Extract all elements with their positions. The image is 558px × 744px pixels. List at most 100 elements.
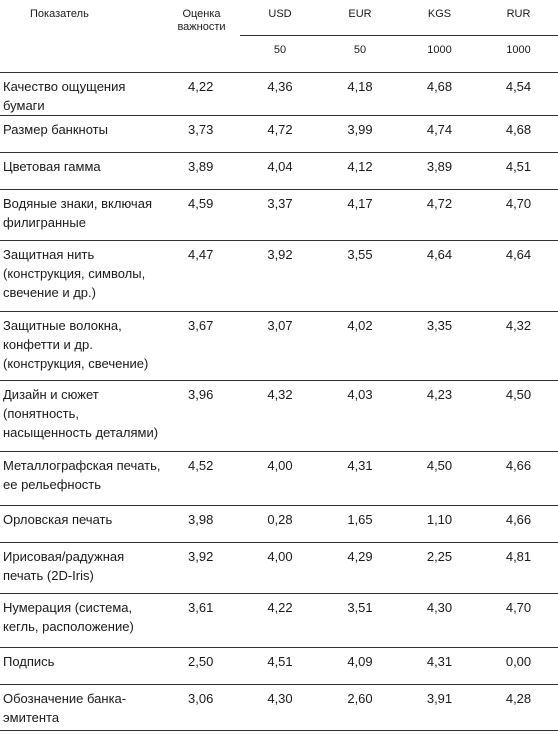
row-label: Обозначение банка-эмитента: [3, 690, 127, 725]
table-row: Нумерация (система, кегль, расположение)…: [0, 593, 558, 647]
eur-value: 4,29: [347, 548, 373, 564]
eur-value: 4,31: [347, 457, 373, 473]
rur-value: 0,00: [505, 653, 532, 669]
rur-value: 4,28: [505, 690, 532, 706]
importance-value: 3,98: [188, 511, 214, 527]
currency-header-eur: EUR: [320, 0, 400, 36]
eur-value: 1,65: [347, 511, 373, 527]
row-label: Подпись: [3, 653, 55, 669]
currency-header-rur: RUR: [479, 0, 558, 36]
currency-header-kgs: KGS: [400, 0, 479, 36]
rur-value: 4,81: [505, 548, 532, 564]
row-label: Защитные волокна, конфетти и др. (констр…: [3, 317, 149, 371]
usd-value: 3,92: [267, 246, 293, 262]
rur-value: 4,64: [505, 246, 532, 262]
kgs-value: 3,35: [426, 317, 453, 333]
eur-value: 3,99: [347, 121, 373, 137]
kgs-value: 4,30: [426, 599, 453, 615]
kgs-value: 3,89: [426, 158, 453, 174]
row-label: Орловская печать: [3, 511, 113, 527]
kgs-value: 3,91: [426, 690, 453, 706]
denomination-usd: 50: [240, 35, 320, 73]
usd-value: 4,00: [267, 548, 293, 564]
row-label: Нумерация (система, кегль, расположение): [3, 599, 134, 634]
table-row: Металлографская печать, ее рельефность 4,…: [0, 451, 558, 505]
table-body: Качество ощущения бумаги 4,22 4,36 4,18 4,68…: [0, 72, 558, 730]
eur-value: 2,60: [347, 690, 373, 706]
importance-value: 3,92: [188, 548, 214, 564]
table-row: Водяные знаки, включая филигранные 4,59 3,…: [0, 189, 558, 240]
rur-value: 4,50: [505, 386, 532, 402]
usd-value: 4,04: [267, 158, 293, 174]
usd-value: 4,51: [267, 653, 293, 669]
importance-value: 4,47: [188, 246, 214, 262]
denomination-rur: 1000: [479, 35, 558, 73]
table-row: Подпись 2,50 4,51 4,09 4,31 0,00: [0, 647, 558, 684]
table-row: Ирисовая/радужная печать (2D-Iris) 3,92 4,…: [0, 542, 558, 593]
kgs-value: 4,64: [426, 246, 453, 262]
row-label: Водяные знаки, включая филигранные: [3, 195, 152, 230]
rur-value: 4,70: [505, 599, 532, 615]
denomination-kgs: 1000: [400, 35, 479, 73]
importance-value: 3,06: [188, 690, 214, 706]
usd-value: 3,37: [267, 195, 293, 211]
usd-value: 4,36: [267, 78, 293, 94]
rur-value: 4,70: [505, 195, 532, 211]
kgs-value: 4,68: [426, 78, 453, 94]
row-label: Металлографская печать, ее рельефность: [3, 457, 161, 492]
kgs-value: 2,25: [426, 548, 453, 564]
table-row: Защитные волокна, конфетти и др. (констр…: [0, 311, 558, 380]
usd-value: 4,22: [267, 599, 293, 615]
importance-value: 4,22: [188, 78, 214, 94]
kgs-value: 4,31: [426, 653, 453, 669]
kgs-value: 4,72: [426, 195, 453, 211]
row-label: Защитная нить (конструкция, символы, све…: [3, 246, 146, 300]
kgs-value: 4,74: [426, 121, 453, 137]
table-row: Защитная нить (конструкция, символы, све…: [0, 240, 558, 311]
indicator-header: Показатель: [0, 0, 163, 73]
rur-value: 4,66: [505, 511, 532, 527]
denomination-eur: 50: [320, 35, 400, 73]
row-label: Размер банкноты: [3, 121, 108, 137]
usd-value: 4,00: [267, 457, 293, 473]
rur-value: 4,68: [505, 121, 532, 137]
kgs-value: 4,23: [426, 386, 453, 402]
row-label: Дизайн и сюжет (понятность, насыщенность…: [3, 386, 159, 440]
rur-value: 4,51: [505, 158, 532, 174]
importance-header: Оценка важности: [163, 0, 240, 73]
rur-value: 4,54: [505, 78, 532, 94]
row-label: Качество ощущения бумаги: [3, 78, 126, 113]
kgs-value: 4,50: [426, 457, 453, 473]
usd-value: 4,72: [267, 121, 293, 137]
importance-value: 3,89: [188, 158, 214, 174]
table-row: Орловская печать 3,98 0,28 1,65 1,10 4,66: [0, 505, 558, 542]
importance-value: 3,96: [188, 386, 214, 402]
importance-value: 3,61: [188, 599, 214, 615]
usd-value: 3,07: [267, 317, 293, 333]
rur-value: 4,32: [505, 317, 532, 333]
eur-value: 3,51: [347, 599, 373, 615]
eur-value: 4,09: [347, 653, 373, 669]
table-row: Дизайн и сюжет (понятность, насыщенность…: [0, 380, 558, 451]
importance-value: 2,50: [188, 653, 214, 669]
kgs-value: 1,10: [426, 511, 453, 527]
importance-value: 3,73: [188, 121, 214, 137]
table-row: Качество ощущения бумаги 4,22 4,36 4,18 4,68…: [0, 72, 558, 115]
eur-value: 3,55: [347, 246, 373, 262]
table-row: Цветовая гамма 3,89 4,04 4,12 3,89 4,51: [0, 152, 558, 189]
table-row: Обозначение банка-эмитента 3,06 4,30 2,60 3,…: [0, 684, 558, 730]
importance-value: 4,52: [188, 457, 214, 473]
row-label: Ирисовая/радужная печать (2D-Iris): [3, 548, 125, 583]
usd-value: 4,32: [267, 386, 293, 402]
usd-value: 0,28: [267, 511, 293, 527]
eur-value: 4,12: [347, 158, 373, 174]
importance-value: 3,67: [188, 317, 214, 333]
importance-header-line1: Оценка: [182, 8, 221, 20]
eur-value: 4,03: [347, 386, 373, 402]
importance-value: 4,59: [188, 195, 214, 211]
row-label: Цветовая гамма: [3, 158, 101, 174]
importance-header-line2: важности: [177, 21, 226, 33]
currency-header-usd: USD: [240, 0, 320, 36]
usd-value: 4,30: [267, 690, 293, 706]
